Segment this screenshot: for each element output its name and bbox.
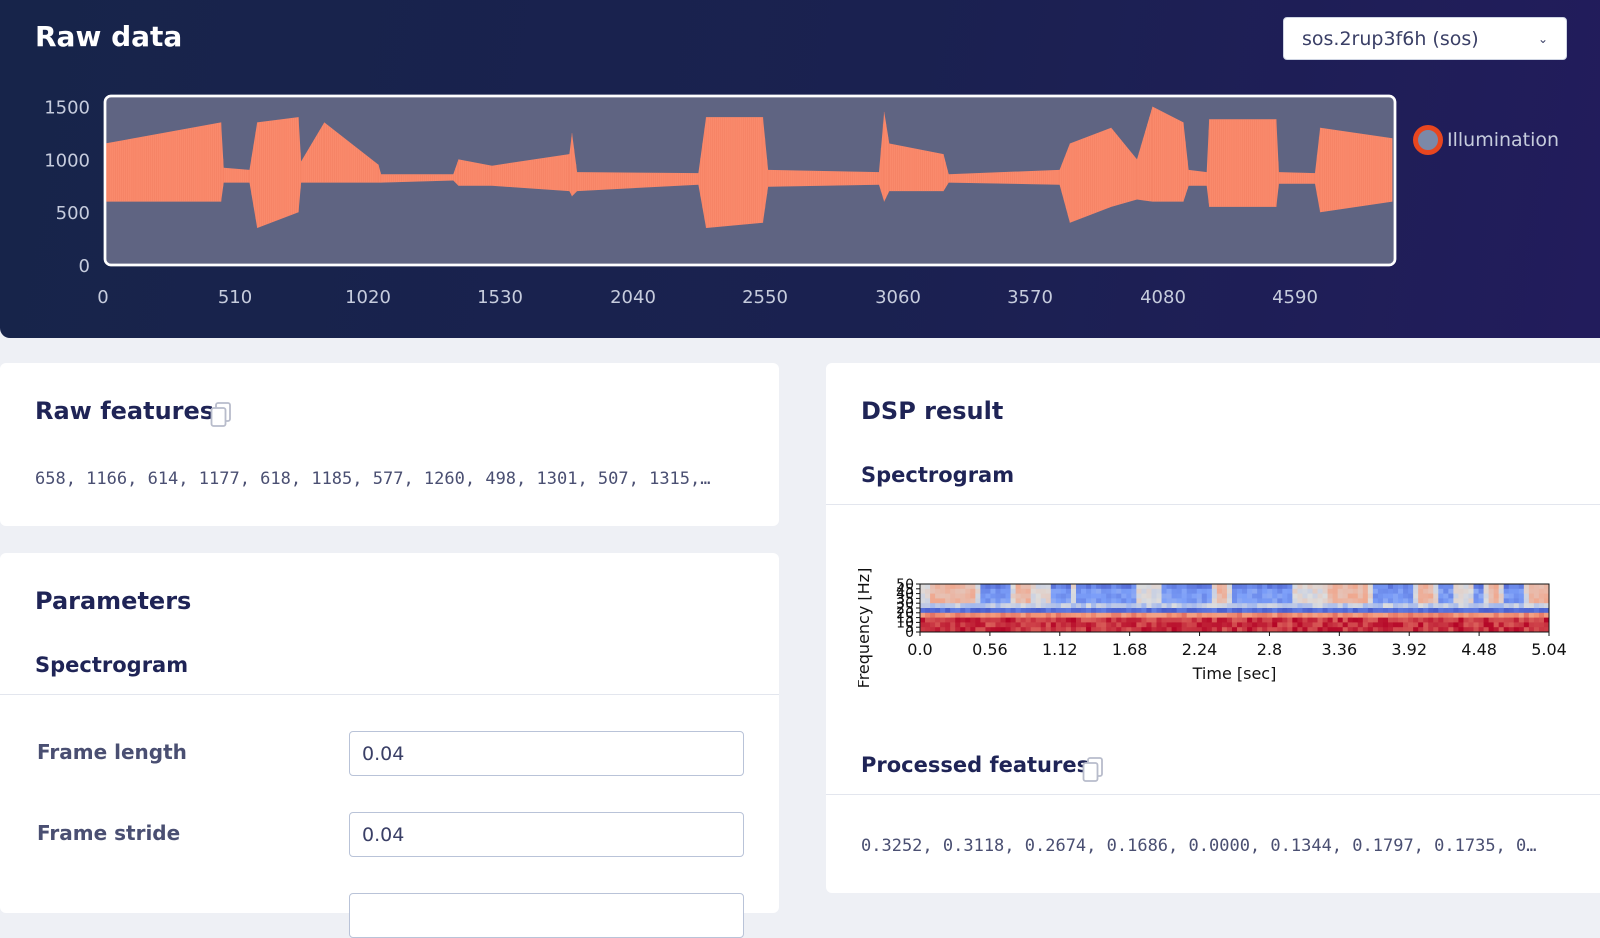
divider	[826, 794, 1600, 795]
raw-data-title: Raw data	[35, 20, 183, 53]
x-tick-label: 1020	[345, 287, 391, 308]
plot-border	[103, 94, 1397, 267]
parameters-title: Parameters	[35, 587, 192, 615]
raw-data-panel: Raw data sos.2rup3f6h (sos) ⌄ 1500 1000 50…	[0, 0, 1600, 338]
divider	[826, 504, 1600, 505]
parameters-card: Parameters Spectrogram Frame length Fram…	[0, 553, 779, 938]
illumination-series	[105, 106, 1393, 228]
x-axis-label: Time [sec]	[1192, 664, 1277, 683]
y-tick-label: 15	[896, 611, 914, 627]
chart-legend[interactable]: Illumination	[1413, 125, 1559, 155]
x-tick-label: 0.56	[972, 640, 1008, 659]
y-tick-label: 5	[905, 620, 914, 636]
y-tick-label: 1500	[44, 98, 90, 119]
x-tick-label: 1.68	[1112, 640, 1148, 659]
y-tick-label: 20	[896, 606, 914, 622]
frame-length-label: Frame length	[37, 740, 187, 764]
copy-icon[interactable]	[1082, 757, 1104, 783]
parameters-section-title: Spectrogram	[35, 653, 189, 677]
x-tick-label: 3.92	[1391, 640, 1427, 659]
y-tick-label: 500	[56, 203, 90, 224]
x-tick-label: 510	[218, 287, 252, 308]
x-tick-label: 5.04	[1531, 640, 1567, 659]
y-tick-label: 45	[896, 582, 914, 598]
frame-stride-label: Frame stride	[37, 821, 181, 845]
legend-marker-icon	[1413, 125, 1443, 155]
x-tick-label: 1.12	[1042, 640, 1078, 659]
y-tick-label: 50	[896, 577, 914, 593]
x-tick-label: 0.0	[907, 640, 932, 659]
x-tick-label: 2.24	[1182, 640, 1218, 659]
x-tick-label: 4.48	[1461, 640, 1497, 659]
spectrogram-cells	[920, 584, 1550, 633]
sample-select[interactable]: sos.2rup3f6h (sos) ⌄	[1283, 17, 1567, 60]
next-parameter-input[interactable]	[349, 893, 744, 938]
x-tick-label: 2.8	[1257, 640, 1282, 659]
processed-features-title: Processed features	[861, 753, 1090, 777]
y-tick-label: 40	[896, 587, 914, 603]
copy-icon[interactable]	[210, 402, 232, 428]
chevron-down-icon: ⌄	[1537, 31, 1548, 46]
x-tick-label: 3.36	[1322, 640, 1358, 659]
dsp-section-title: Spectrogram	[861, 463, 1015, 487]
x-tick-label: 2040	[610, 287, 656, 308]
divider	[0, 694, 779, 695]
x-tick-label: 1530	[477, 287, 523, 308]
x-tick-label: 3060	[875, 287, 921, 308]
y-tick-label: 30	[896, 596, 914, 612]
legend-label: Illumination	[1447, 129, 1560, 151]
sample-select-value: sos.2rup3f6h (sos)	[1302, 27, 1479, 50]
y-tick-label: 0	[905, 625, 914, 641]
raw-features-card: Raw features 658, 1166, 614, 1177, 618, …	[0, 363, 779, 526]
processed-features-values: 0.3252, 0.3118, 0.2674, 0.1686, 0.0000, …	[861, 836, 1537, 856]
y-tick-label: 10	[896, 615, 914, 631]
frame-stride-input[interactable]	[349, 812, 744, 857]
frame-length-input[interactable]	[349, 731, 744, 776]
x-tick-label: 4590	[1272, 287, 1318, 308]
y-axis-label: Frequency [Hz]	[858, 568, 873, 688]
x-tick-label: 2550	[742, 287, 788, 308]
y-tick-label: 35	[896, 591, 914, 607]
raw-data-chart: 1500 1000 500 00 510 1020 1530 2040 2550 3060 3570…	[44, 94, 1397, 308]
y-tick-label: 25	[896, 601, 914, 617]
y-tick-label: 1000	[44, 150, 90, 171]
series-texture	[104, 106, 1391, 229]
x-tick-label: 4080	[1140, 287, 1186, 308]
x-tick-label: 3570	[1007, 287, 1053, 308]
raw-features-values: 658, 1166, 614, 1177, 618, 1185, 577, 12…	[35, 469, 711, 489]
y-tick-label: 0	[79, 256, 90, 277]
raw-features-title: Raw features	[35, 397, 215, 425]
dsp-result-title: DSP result	[861, 397, 1004, 425]
x-tick-label: 0	[97, 287, 108, 308]
